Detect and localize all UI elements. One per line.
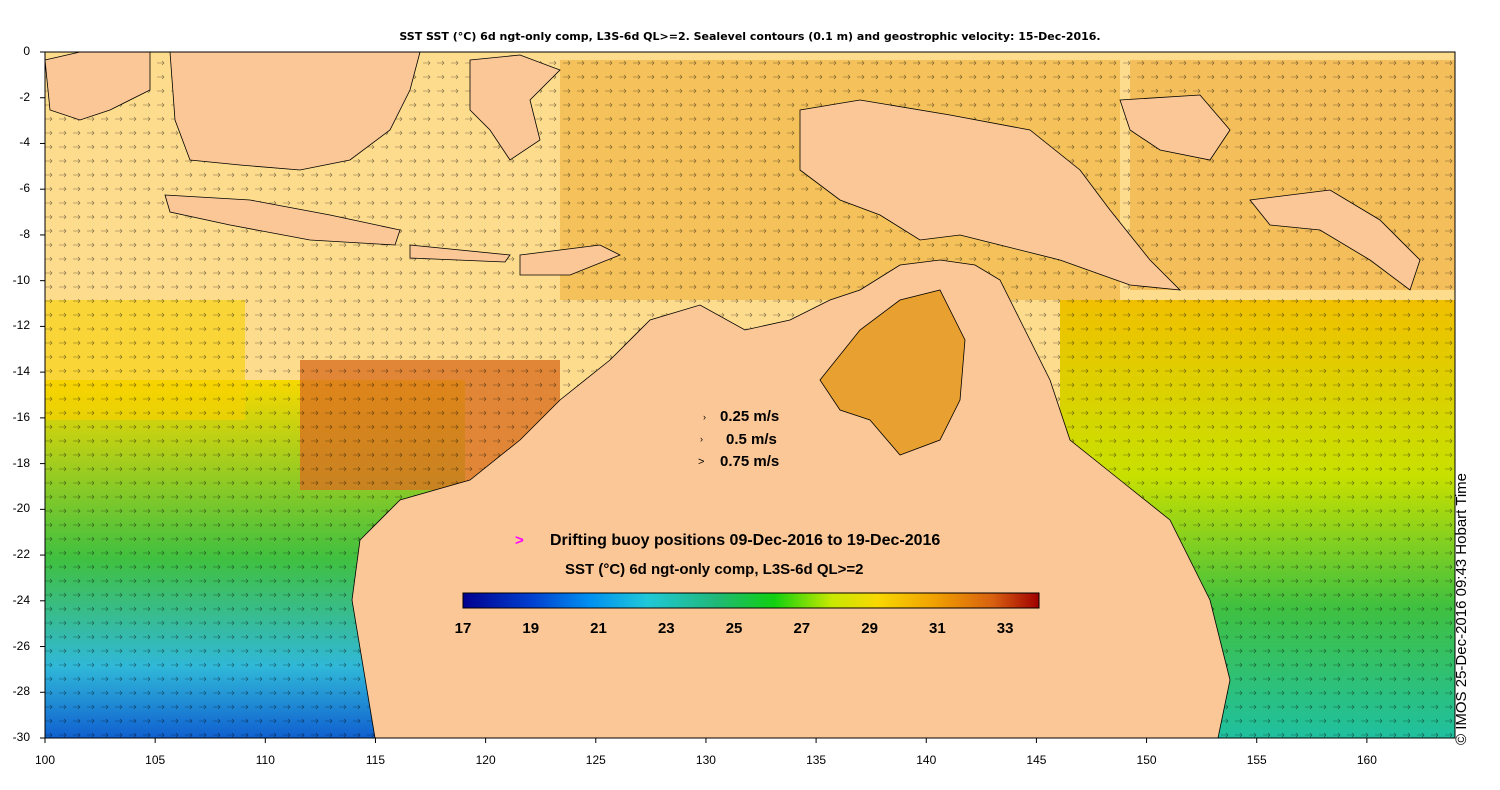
y-tick-label: -26 bbox=[12, 638, 30, 653]
timor-land bbox=[519, 244, 621, 276]
velocity-label: 0.25 m/s bbox=[720, 408, 780, 425]
velocity-arrow-icon: > bbox=[698, 456, 705, 468]
colorbar bbox=[462, 592, 1040, 609]
x-tick-label: 130 bbox=[695, 753, 716, 767]
y-tick-label: -28 bbox=[12, 684, 30, 699]
x-tick-label: 160 bbox=[1356, 753, 1377, 767]
y-tick-label: -18 bbox=[12, 455, 30, 470]
y-tick-label: -2 bbox=[19, 89, 30, 104]
x-tick-label: 125 bbox=[585, 753, 606, 767]
y-tick-label: -22 bbox=[12, 547, 30, 562]
borneo-land bbox=[169, 51, 421, 171]
new-guinea-land bbox=[799, 99, 1182, 291]
credit-text: © IMOS 25-Dec-2016 09:43 Hobart Time bbox=[1453, 472, 1470, 745]
colorbar-tick-label: 29 bbox=[861, 620, 878, 637]
x-tick-label: 105 bbox=[145, 753, 166, 767]
solomon-land bbox=[1119, 94, 1231, 161]
sulawesi-land bbox=[469, 54, 561, 161]
gulf-of-carpentaria bbox=[819, 289, 966, 456]
x-tick-label: 140 bbox=[916, 753, 937, 767]
y-tick-label: -12 bbox=[12, 318, 30, 333]
x-tick-label: 115 bbox=[365, 753, 386, 767]
y-tick-label: -20 bbox=[12, 501, 30, 516]
y-tick-label: -16 bbox=[12, 409, 30, 424]
velocity-arrow-icon: › bbox=[703, 412, 706, 422]
velocity-arrow-icon: › bbox=[700, 434, 703, 444]
colorbar-tick-label: 25 bbox=[725, 620, 743, 637]
australia-land bbox=[351, 259, 1231, 739]
map-title: SST SST (°C) 6d ngt-only comp, L3S-6d QL… bbox=[399, 30, 1101, 43]
y-tick-label: -8 bbox=[19, 226, 30, 241]
y-tick-label: 0 bbox=[23, 44, 30, 58]
x-tick-label: 110 bbox=[255, 753, 275, 767]
y-tick-label: -30 bbox=[12, 730, 30, 744]
colorbar-tick-label: 17 bbox=[454, 620, 472, 637]
colorbar-tick-label: 31 bbox=[929, 620, 946, 637]
y-tick-label: -6 bbox=[19, 181, 30, 196]
map-frame bbox=[44, 51, 1456, 739]
velocity-label: 0.5 m/s bbox=[726, 431, 777, 448]
y-tick-label: -24 bbox=[12, 592, 30, 607]
buoy-legend-label: Drifting buoy positions 09-Dec-2016 to 1… bbox=[550, 532, 941, 549]
velocity-label: 0.75 m/s bbox=[720, 453, 780, 470]
sunda-islands bbox=[409, 244, 511, 263]
y-tick-label: -4 bbox=[19, 135, 30, 150]
java-land bbox=[164, 194, 401, 246]
colorbar-tick-label: 27 bbox=[793, 620, 811, 637]
x-tick-label: 135 bbox=[806, 753, 827, 767]
x-tick-label: 145 bbox=[1026, 753, 1047, 767]
axis-ticks bbox=[40, 51, 1368, 743]
colorbar-title: SST (°C) 6d ngt-only comp, L3S-6d QL>=2 bbox=[565, 561, 864, 578]
x-tick-label: 120 bbox=[475, 753, 496, 767]
colorbar-tick-label: 33 bbox=[996, 620, 1014, 637]
new-britain-land bbox=[1249, 189, 1421, 291]
colorbar-tick-label: 19 bbox=[522, 620, 540, 637]
colorbar-tick-label: 23 bbox=[657, 620, 675, 637]
y-tick-label: -14 bbox=[12, 364, 30, 379]
x-tick-label: 155 bbox=[1246, 753, 1267, 767]
x-tick-label: 150 bbox=[1136, 753, 1157, 767]
buoy-marker-icon: > bbox=[515, 532, 524, 549]
landmasses bbox=[44, 51, 1421, 739]
colorbar-tick-label: 21 bbox=[590, 620, 607, 637]
x-tick-label: 100 bbox=[34, 753, 56, 767]
y-tick-label: -10 bbox=[12, 272, 30, 287]
